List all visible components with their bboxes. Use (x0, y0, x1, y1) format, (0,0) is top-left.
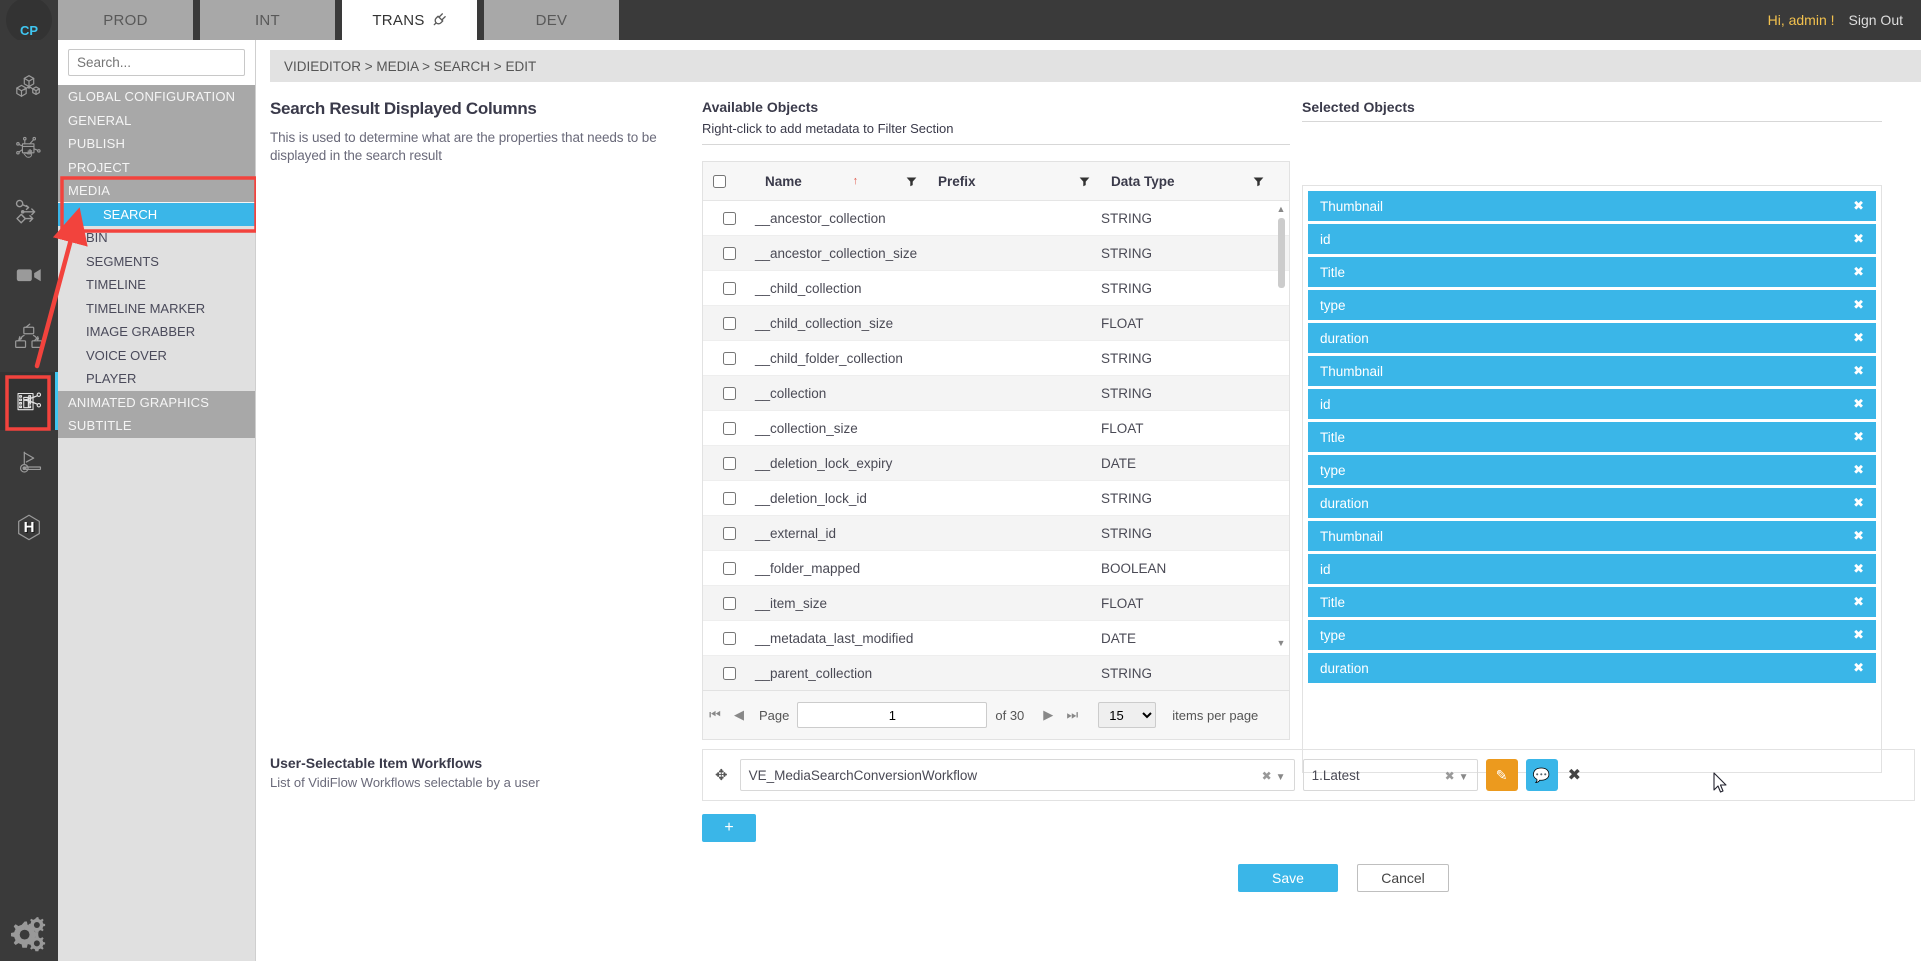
svg-text:H: H (24, 519, 35, 536)
